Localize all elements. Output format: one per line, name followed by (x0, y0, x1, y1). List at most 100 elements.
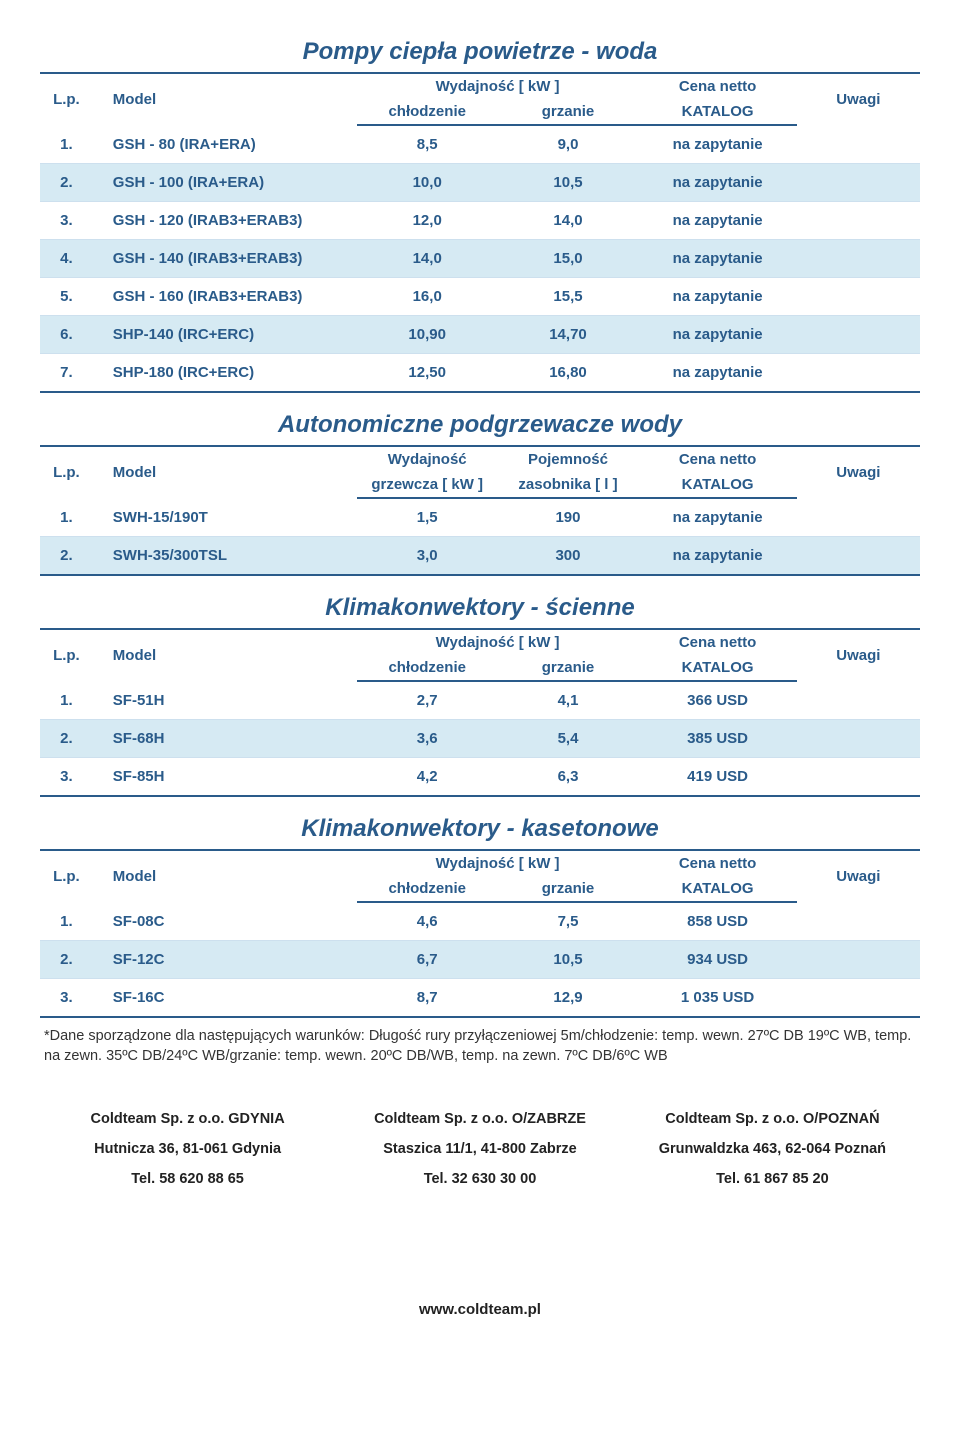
cell-v1: 8,7 (357, 979, 498, 1018)
header-grzanie: grzanie (498, 876, 639, 902)
data-table: L.p.ModelWydajność [ kW ]Cena nettoUwagi… (40, 849, 920, 1018)
header-wydajnosc: Wydajność [ kW ] (357, 850, 639, 876)
cell-v1: 8,5 (357, 125, 498, 164)
header-cena: Cena netto (638, 446, 796, 472)
cell-lp: 1. (40, 902, 93, 941)
cell-notes (797, 202, 920, 240)
cell-notes (797, 720, 920, 758)
cell-v1: 2,7 (357, 681, 498, 720)
section-title: Autonomiczne podgrzewacze wody (40, 411, 920, 439)
cell-price: na zapytanie (638, 498, 796, 537)
table-row: 1.GSH - 80 (IRA+ERA)8,59,0na zapytanie (40, 125, 920, 164)
cell-price: 366 USD (638, 681, 796, 720)
header-lp: L.p. (40, 629, 93, 681)
header-cena: Cena netto (638, 629, 796, 655)
header-katalog: KATALOG (638, 99, 796, 125)
cell-model: GSH - 80 (IRA+ERA) (93, 125, 357, 164)
cell-v1: 16,0 (357, 278, 498, 316)
cell-lp: 6. (40, 316, 93, 354)
table-row: 3.SF-16C8,712,91 035 USD (40, 979, 920, 1018)
cell-v2: 16,80 (498, 354, 639, 393)
cell-model: SF-08C (93, 902, 357, 941)
header-lp: L.p. (40, 446, 93, 498)
cell-model: SHP-180 (IRC+ERC) (93, 354, 357, 393)
cell-notes (797, 758, 920, 797)
cell-price: 419 USD (638, 758, 796, 797)
table-row: 1.SF-51H2,74,1366 USD (40, 681, 920, 720)
table-row: 2.SF-68H3,65,4385 USD (40, 720, 920, 758)
cell-price: na zapytanie (638, 240, 796, 278)
cell-v1: 4,2 (357, 758, 498, 797)
cell-model: SF-68H (93, 720, 357, 758)
contact-tel: Tel. 32 630 30 00 (342, 1171, 617, 1187)
contact-name: Coldteam Sp. z o.o. O/ZABRZE (342, 1111, 617, 1127)
cell-v2: 15,5 (498, 278, 639, 316)
header-katalog: KATALOG (638, 472, 796, 498)
cell-model: SF-12C (93, 941, 357, 979)
cell-v1: 4,6 (357, 902, 498, 941)
contact-address: Hutnicza 36, 81-061 Gdynia (50, 1141, 325, 1157)
table-row: 2.SF-12C6,710,5934 USD (40, 941, 920, 979)
cell-v1: 10,90 (357, 316, 498, 354)
header-lp: L.p. (40, 850, 93, 902)
cell-v1: 6,7 (357, 941, 498, 979)
cell-lp: 2. (40, 941, 93, 979)
cell-v1: 14,0 (357, 240, 498, 278)
cell-v1: 3,6 (357, 720, 498, 758)
cell-v2: 9,0 (498, 125, 639, 164)
cell-v2: 14,0 (498, 202, 639, 240)
table-row: 1.SWH-15/190T1,5190na zapytanie (40, 498, 920, 537)
contact-zabrze: Coldteam Sp. z o.o. O/ZABRZE Staszica 11… (342, 1097, 617, 1201)
cell-lp: 3. (40, 202, 93, 240)
cell-v2: 12,9 (498, 979, 639, 1018)
footnote-text: *Dane sporządzone dla następujących waru… (44, 1026, 916, 1067)
header-uwagi: Uwagi (797, 629, 920, 681)
cell-v2: 10,5 (498, 941, 639, 979)
cell-model: SF-51H (93, 681, 357, 720)
cell-price: 934 USD (638, 941, 796, 979)
cell-lp: 3. (40, 758, 93, 797)
table-row: 2.SWH-35/300TSL3,0300na zapytanie (40, 537, 920, 576)
cell-lp: 5. (40, 278, 93, 316)
contact-tel: Tel. 58 620 88 65 (50, 1171, 325, 1187)
cell-model: GSH - 140 (IRAB3+ERAB3) (93, 240, 357, 278)
contact-poznan: Coldteam Sp. z o.o. O/POZNAŃ Grunwaldzka… (635, 1097, 910, 1201)
cell-notes (797, 979, 920, 1018)
section-title: Klimakonwektory - ścienne (40, 594, 920, 622)
contacts-row: Coldteam Sp. z o.o. GDYNIA Hutnicza 36, … (50, 1097, 910, 1201)
contact-name: Coldteam Sp. z o.o. O/POZNAŃ (635, 1111, 910, 1127)
table-row: 4.GSH - 140 (IRAB3+ERAB3)14,015,0na zapy… (40, 240, 920, 278)
site-url: www.coldteam.pl (40, 1301, 920, 1318)
cell-v2: 6,3 (498, 758, 639, 797)
table-row: 6.SHP-140 (IRC+ERC)10,9014,70na zapytani… (40, 316, 920, 354)
cell-lp: 1. (40, 498, 93, 537)
header-katalog: KATALOG (638, 655, 796, 681)
cell-lp: 2. (40, 720, 93, 758)
header-chlodzenie: chłodzenie (357, 655, 498, 681)
cell-model: SF-85H (93, 758, 357, 797)
contact-gdynia: Coldteam Sp. z o.o. GDYNIA Hutnicza 36, … (50, 1097, 325, 1201)
header-pojemnosc-bot: zasobnika [ l ] (498, 472, 639, 498)
header-model: Model (93, 446, 357, 498)
cell-price: na zapytanie (638, 202, 796, 240)
header-grzanie: grzanie (498, 99, 639, 125)
header-uwagi: Uwagi (797, 73, 920, 125)
cell-v2: 10,5 (498, 164, 639, 202)
header-model: Model (93, 850, 357, 902)
section-title: Klimakonwektory - kasetonowe (40, 815, 920, 843)
table-row: 3.SF-85H4,26,3419 USD (40, 758, 920, 797)
cell-price: 1 035 USD (638, 979, 796, 1018)
cell-notes (797, 164, 920, 202)
header-cena: Cena netto (638, 73, 796, 99)
cell-lp: 1. (40, 681, 93, 720)
cell-model: SWH-35/300TSL (93, 537, 357, 576)
header-lp: L.p. (40, 73, 93, 125)
cell-v2: 4,1 (498, 681, 639, 720)
header-grzanie: grzanie (498, 655, 639, 681)
table-row: 3.GSH - 120 (IRAB3+ERAB3)12,014,0na zapy… (40, 202, 920, 240)
table-row: 1.SF-08C4,67,5858 USD (40, 902, 920, 941)
cell-model: GSH - 160 (IRAB3+ERAB3) (93, 278, 357, 316)
cell-v1: 10,0 (357, 164, 498, 202)
cell-lp: 2. (40, 537, 93, 576)
cell-price: na zapytanie (638, 316, 796, 354)
